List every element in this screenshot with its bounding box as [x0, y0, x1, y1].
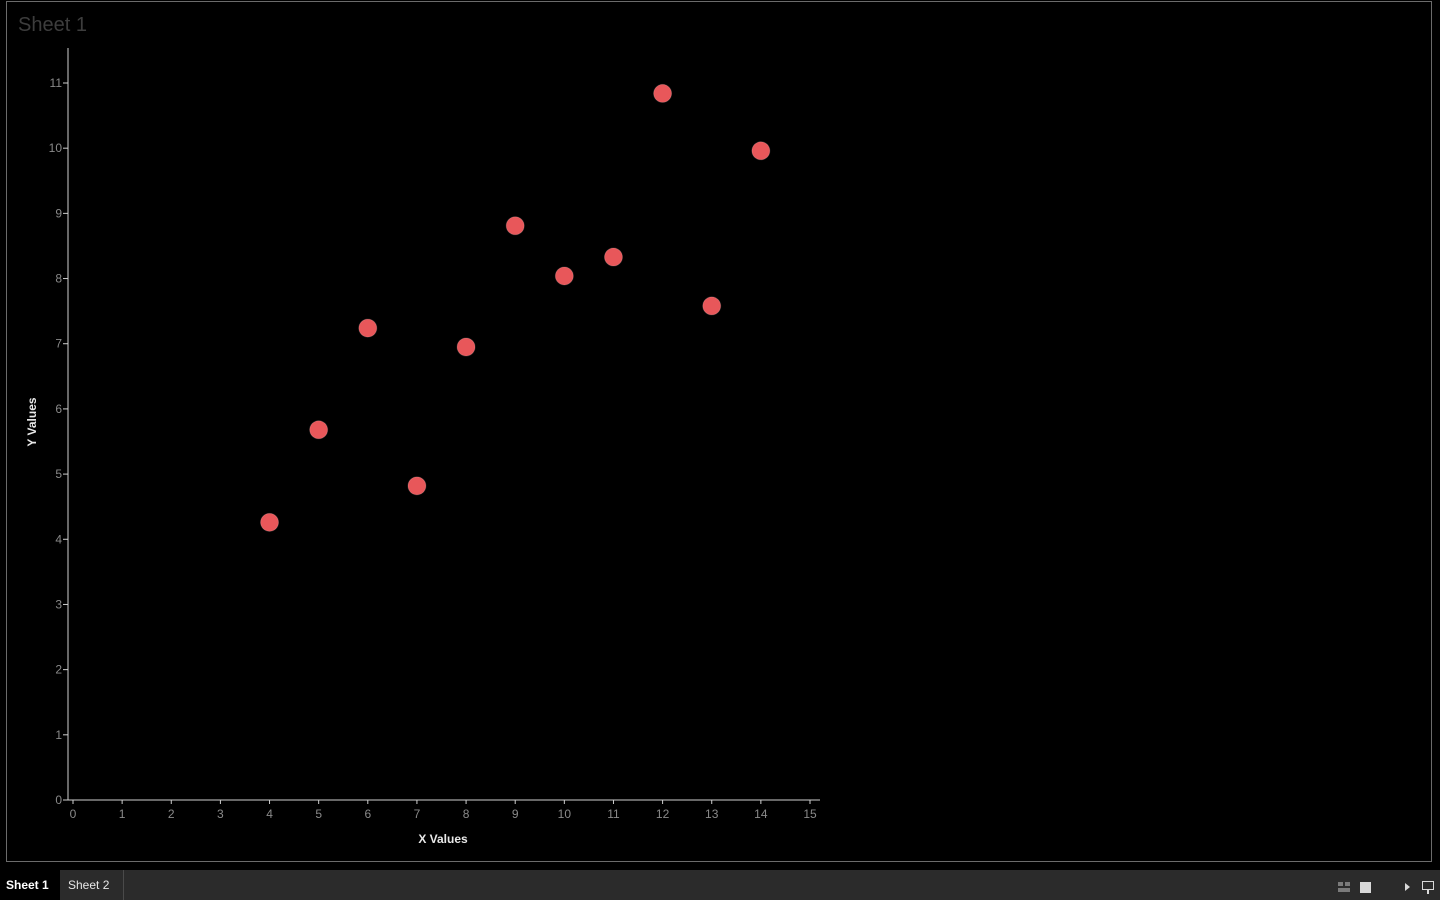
- grid-view-icon[interactable]: [1338, 882, 1350, 892]
- x-tick-label: 9: [512, 807, 519, 821]
- x-tick-label: 3: [217, 807, 224, 821]
- tab-sheet-1[interactable]: Sheet 1: [0, 870, 60, 900]
- x-tick-label: 1: [119, 807, 126, 821]
- scatter-point[interactable]: [456, 337, 476, 357]
- x-tick-label: 2: [168, 807, 175, 821]
- x-tick-label: 0: [70, 807, 77, 821]
- y-tick-label: 3: [55, 597, 62, 611]
- y-tick-label: 11: [50, 76, 63, 90]
- scatter-point[interactable]: [358, 318, 378, 338]
- x-tick-label: 7: [414, 807, 421, 821]
- y-tick-label: 4: [55, 532, 62, 546]
- y-tick-label: 1: [55, 728, 62, 742]
- x-tick-label: 10: [558, 807, 572, 821]
- scatter-point[interactable]: [554, 266, 574, 286]
- y-tick-label: 0: [55, 793, 62, 807]
- worksheet-view: Sheet 1: [6, 1, 1432, 862]
- y-tick-label: 7: [55, 337, 62, 351]
- x-tick-label: 8: [463, 807, 470, 821]
- y-tick-label: 6: [55, 402, 62, 416]
- x-tick-label: 15: [803, 807, 817, 821]
- sheet-tab-bar: Sheet 1 Sheet 2: [0, 870, 1440, 900]
- y-tick-label: 2: [55, 663, 62, 677]
- x-tick-label: 13: [705, 807, 719, 821]
- scatter-point[interactable]: [653, 83, 673, 103]
- single-view-icon[interactable]: [1360, 882, 1371, 893]
- y-tick-label: 9: [55, 206, 62, 220]
- scatter-point[interactable]: [407, 476, 427, 496]
- x-tick-label: 5: [315, 807, 322, 821]
- sheet-title: Sheet 1: [18, 14, 87, 36]
- scatter-point[interactable]: [603, 247, 623, 267]
- tab-sheet-2[interactable]: Sheet 2: [62, 870, 124, 900]
- presentation-mode-icon[interactable]: [1422, 881, 1434, 894]
- scatter-point[interactable]: [309, 420, 329, 440]
- x-tick-label: 4: [266, 807, 273, 821]
- y-tick-label: 5: [55, 467, 62, 481]
- scatter-point[interactable]: [505, 216, 525, 236]
- data-points: [260, 83, 771, 532]
- x-axis-title: X Values: [418, 832, 468, 846]
- y-axis-title: Y Values: [25, 397, 39, 446]
- scatter-point[interactable]: [260, 512, 280, 532]
- x-tick-label: 6: [364, 807, 371, 821]
- x-tick-label: 12: [656, 807, 670, 821]
- x-tick-label: 14: [754, 807, 768, 821]
- scatter-point[interactable]: [702, 296, 722, 316]
- scatter-point[interactable]: [751, 141, 771, 161]
- x-tick-label: 11: [607, 807, 620, 821]
- play-icon[interactable]: [1405, 883, 1410, 891]
- y-tick-label: 8: [55, 272, 62, 286]
- y-tick-label: 10: [49, 141, 63, 155]
